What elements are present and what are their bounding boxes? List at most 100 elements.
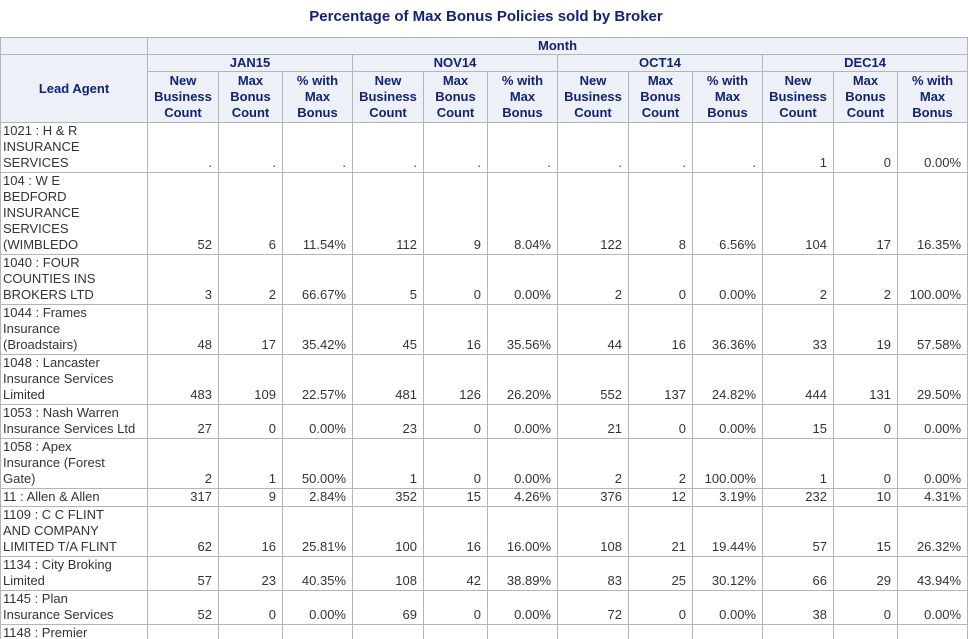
value-cell: 3.19% (692, 488, 763, 507)
value-cell: . (628, 122, 693, 173)
value-cell: 9 (423, 172, 488, 255)
value-cell: 52 (147, 590, 219, 625)
month-group-dec14: DEC14 (761, 54, 969, 72)
value-cell: 83 (557, 556, 629, 591)
column-header: Max Bonus Count (833, 71, 898, 123)
lead-agent-cell: 104 : W E BEDFORD INSURANCE SERVICES (WI… (0, 172, 148, 255)
value-cell: 17 (218, 304, 283, 355)
value-cell: 19 (352, 624, 424, 639)
value-cell: . (352, 122, 424, 173)
value-cell: 100.00% (896, 254, 969, 305)
value-cell: 7 (218, 624, 283, 639)
value-cell: 5 (352, 254, 424, 305)
value-cell: 50.00% (282, 438, 353, 489)
value-cell: 26.32% (896, 506, 969, 557)
value-cell: 1 (762, 122, 834, 173)
value-cell: . (147, 122, 219, 173)
value-cell: 317 (147, 488, 219, 507)
value-cell: 11.54% (282, 172, 353, 255)
lead-agent-cell: 1134 : City Broking Limited (0, 556, 148, 591)
value-cell: 0 (628, 254, 693, 305)
month-spanner-header: Month (146, 37, 969, 55)
value-cell: 38.89% (487, 556, 558, 591)
value-cell: 9 (218, 488, 283, 507)
lead-agent-cell: 1148 : Premier Insurance Centre Ltd (0, 624, 148, 639)
table-row: 1021 : H & R INSURANCE SERVICES.........… (0, 122, 969, 173)
value-cell: 0 (833, 590, 898, 625)
value-cell: 0.00% (896, 590, 969, 625)
column-header: New Business Count (557, 71, 629, 123)
value-cell: 0 (218, 404, 283, 439)
value-cell: 16 (628, 304, 693, 355)
value-cell: 17 (833, 172, 898, 255)
column-headers-row: New Business Count Max Bonus Count% with … (1, 71, 969, 123)
value-cell: 48 (147, 304, 219, 355)
value-cell: 100 (352, 506, 424, 557)
value-cell: 3 (147, 254, 219, 305)
value-cell: 35.42% (282, 304, 353, 355)
month-group-jan15: JAN15 (147, 54, 353, 72)
value-cell: 0 (423, 438, 488, 489)
value-cell: 57.89% (487, 624, 558, 639)
value-cell: . (218, 122, 283, 173)
value-cell: 22 (147, 624, 219, 639)
value-cell: 23 (218, 556, 283, 591)
value-cell: 444 (762, 354, 834, 405)
value-cell: 19 (833, 304, 898, 355)
value-cell: 12 (762, 624, 834, 639)
value-cell: 0 (833, 438, 898, 489)
lead-agent-cell: 1145 : Plan Insurance Services (0, 590, 148, 625)
value-cell: . (557, 122, 629, 173)
value-cell: 16 (218, 506, 283, 557)
table-row: 1058 : Apex Insurance (Forest Gate) 2 1 50.… (0, 438, 969, 489)
value-cell: 16.35% (896, 172, 969, 255)
value-cell: 2 (147, 438, 219, 489)
month-group-oct14: OCT14 (557, 54, 763, 72)
value-cell: 0.00% (487, 254, 558, 305)
value-cell: 69 (352, 590, 424, 625)
max-bonus-policies-table: Month Lead Agent JAN15 NOV14 OCT14 DEC14… (0, 37, 969, 639)
value-cell: 11 (628, 624, 693, 639)
value-cell: 34.38% (692, 624, 763, 639)
value-cell: 27 (147, 404, 219, 439)
lead-agent-cell: 1044 : Frames Insurance (Broadstairs) (0, 304, 148, 355)
value-cell: 23 (352, 404, 424, 439)
value-cell: 232 (762, 488, 834, 507)
value-cell: 2 (218, 254, 283, 305)
value-cell: 30.12% (692, 556, 763, 591)
table-row: 1040 : FOUR COUNTIES INS BROKERS LTD 3 2 66… (0, 254, 969, 305)
value-cell: 4.31% (896, 488, 969, 507)
table-row: 11 : Allen & Allen 317 9 2.84% 352 15 4.26% 376… (0, 488, 969, 507)
report-title: Percentage of Max Bonus Policies sold by… (309, 8, 663, 25)
value-cell: 0.00% (282, 404, 353, 439)
value-cell: 0.00% (692, 404, 763, 439)
value-cell: 1 (218, 438, 283, 489)
value-cell: 15 (762, 404, 834, 439)
value-cell: 52 (147, 172, 219, 255)
value-cell: 8.33% (896, 624, 969, 639)
value-cell: 122 (557, 172, 629, 255)
column-header: % with Max Bonus (692, 71, 763, 123)
value-cell: 0.00% (487, 404, 558, 439)
value-cell: 38 (762, 590, 834, 625)
column-header: % with Max Bonus (896, 71, 969, 123)
value-cell: 15 (423, 488, 488, 507)
table-row: 1048 : Lancaster Insurance Services Limi… (0, 354, 969, 405)
value-cell: 2 (762, 254, 834, 305)
value-cell: 2 (833, 254, 898, 305)
value-cell: 0 (423, 404, 488, 439)
value-cell: 57 (762, 506, 834, 557)
value-cell: 2 (557, 254, 629, 305)
value-cell: 44 (557, 304, 629, 355)
table-row: 1044 : Frames Insurance (Broadstairs) 48 1… (0, 304, 969, 355)
value-cell: 57.58% (896, 304, 969, 355)
value-cell: 29 (833, 556, 898, 591)
value-cell: 108 (557, 506, 629, 557)
value-cell: 137 (628, 354, 693, 405)
column-header: % with Max Bonus (487, 71, 558, 123)
value-cell: 6.56% (692, 172, 763, 255)
value-cell: 108 (352, 556, 424, 591)
value-cell: 31.82% (282, 624, 353, 639)
value-cell: 35.56% (487, 304, 558, 355)
